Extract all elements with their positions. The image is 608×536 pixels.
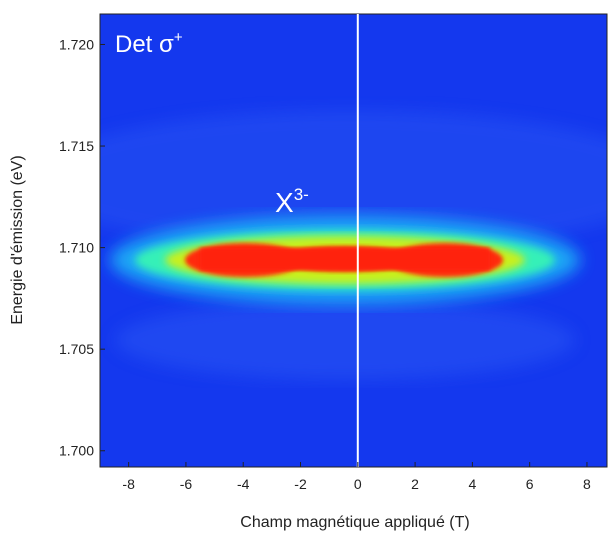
- plot-frame: [99, 13, 608, 468]
- y-tick-label: 1.720: [59, 36, 94, 52]
- x-tick-label: 4: [468, 476, 476, 492]
- annotation: Det σ+: [115, 29, 183, 58]
- annotation-sup: 3-: [294, 185, 309, 204]
- x-axis-label: Champ magnétique appliqué (T): [240, 514, 469, 531]
- x-tick-label: -4: [237, 476, 250, 492]
- y-tick-label: 1.705: [59, 341, 94, 357]
- x-tick-label: 8: [583, 476, 591, 492]
- y-axis-label: Energie d'émission (eV): [9, 155, 26, 324]
- y-tick-label: 1.700: [59, 443, 94, 459]
- x-tick-label: -2: [294, 476, 307, 492]
- annotation: X3-: [275, 185, 309, 218]
- heatmap-image: [100, 14, 607, 467]
- x-tick-label: 6: [526, 476, 534, 492]
- x-tick-label: 2: [411, 476, 419, 492]
- x-tick-label: -6: [180, 476, 193, 492]
- annotation-text: Det σ: [115, 31, 174, 58]
- annotation-text: X: [275, 187, 294, 218]
- y-tick-label: 1.710: [59, 240, 94, 256]
- y-tick-label: 1.715: [59, 138, 94, 154]
- x-tick-label: -8: [122, 476, 135, 492]
- x-tick-label: 0: [354, 476, 362, 492]
- annotation-sup: +: [174, 29, 183, 46]
